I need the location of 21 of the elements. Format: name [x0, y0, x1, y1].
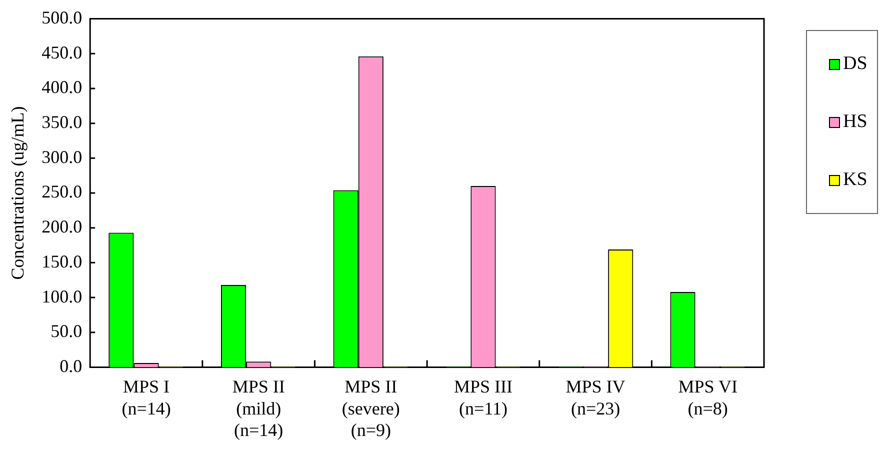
y-tick-label: 100.0: [42, 286, 82, 306]
y-tick-label: 300.0: [42, 146, 82, 167]
x-tick-label: MPS IV (n=23): [566, 376, 626, 418]
y-tick-label: 250.0: [42, 182, 82, 202]
x-tick-label: MPS I (n=14): [122, 376, 171, 418]
legend-label: KS: [843, 169, 868, 191]
y-tick-label: 400.0: [42, 77, 82, 98]
x-tick-label: MPS II (severe) (n=9): [342, 376, 400, 440]
y-tick-label: 200.0: [42, 216, 82, 237]
y-tick-label: 500.0: [42, 8, 82, 28]
y-tick-label: 150.0: [42, 251, 82, 272]
y-tick-label: 50.0: [50, 321, 82, 342]
legend-label: HS: [843, 111, 868, 133]
y-tick-label: 450.0: [42, 42, 82, 62]
y-tick-label: 0.0: [60, 356, 82, 376]
x-tick-label: MPS VI (n=8): [678, 376, 738, 418]
legend-label: DS: [843, 53, 868, 75]
y-tick-label: 350.0: [42, 112, 82, 132]
y-axis-title: Concentrations (ug/mL): [8, 106, 28, 280]
x-tick-label: MPS III (n=11): [454, 376, 512, 418]
x-tick-label: MPS II (mild) (n=14): [232, 376, 285, 440]
